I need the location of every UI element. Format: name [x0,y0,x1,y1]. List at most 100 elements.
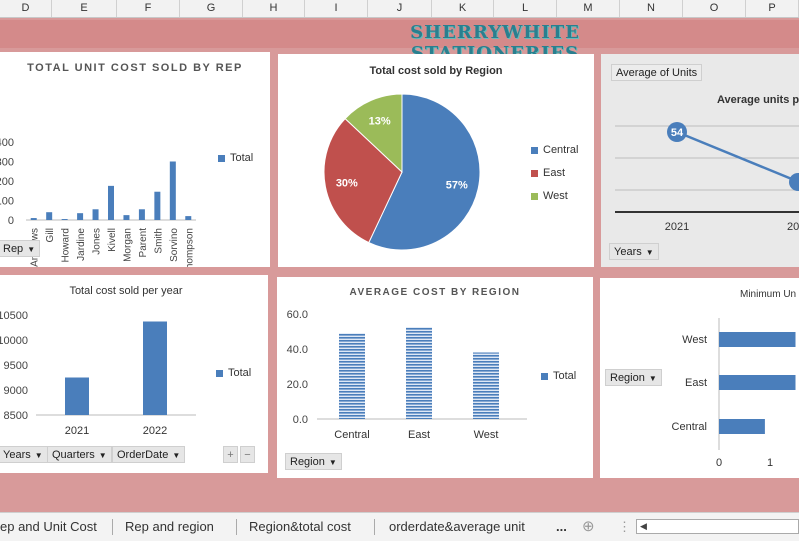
panel-title: AVERAGE COST BY REGION [349,287,521,298]
filter-label: OrderDate [117,449,169,461]
column-header-k[interactable]: K [432,0,494,17]
x-tick-label: Jones [92,228,103,255]
column-header-g[interactable]: G [180,0,243,17]
filter-label: Years [614,246,642,258]
column-header-o[interactable]: O [683,0,746,17]
panel-average-units[interactable]: Average of Units Average units p 54 2021 2… [601,54,799,267]
column-header-h[interactable]: H [243,0,305,17]
data-point-2021 [667,122,687,142]
y-tick-label: 40.0 [287,344,308,356]
x-tick-label: Jardine [76,228,87,261]
column-header-e[interactable]: E [52,0,117,17]
legend-west: West [531,190,568,202]
filter-label: Quarters [52,449,95,461]
panel-cost-by-region[interactable]: Total cost sold by Region 57% 30% 13% Cent… [278,54,594,267]
panel-average-cost-by-region[interactable]: AVERAGE COST BY REGION 0.0 20.0 40.0 60.0 Ce… [277,277,593,478]
tab-rep-and-unit-cost[interactable]: ep and Unit Cost [0,519,97,534]
rep-filter-button[interactable]: Rep ▼ [0,240,41,257]
bar-morgan [123,215,130,220]
tab-orderdate-average-unit[interactable]: orderdate&average unit [389,519,525,534]
bar-jardine [77,213,84,220]
bar-thompson [185,216,192,220]
x-tick-label: Howard [61,228,72,262]
column-header-i[interactable]: I [305,0,368,17]
x-tick-label: Central [334,429,369,441]
panel-unit-cost-by-rep[interactable]: TOTAL UNIT COST SOLD BY REP 0 100 200 300 40… [0,52,270,267]
y-tick-label: 9500 [4,360,28,372]
y-tick-label: 60.0 [287,309,308,321]
bar-andrews [30,218,37,220]
y-tick-label: 300 [0,157,14,169]
tab-separator [112,519,113,535]
more-tabs-button[interactable]: ... [556,519,567,534]
dropdown-icon: ▼ [645,248,654,257]
collapse-button[interactable]: − [240,446,255,463]
y-tick-label: 200 [0,176,14,188]
y-tick-label: 10000 [0,335,28,347]
panel-cost-per-year[interactable]: Total cost sold per year 8500 9000 9500 100… [0,275,268,473]
expand-button[interactable]: + [223,446,238,463]
column-header-d[interactable]: D [0,0,52,17]
column-header-p[interactable]: P [746,0,799,17]
options-icon[interactable]: ⋮ [618,519,631,534]
y-tick-label: 0.0 [293,414,308,426]
x-tick-label: Kivell [107,228,118,252]
column-header-l[interactable]: L [494,0,557,17]
panel-title: TOTAL UNIT COST SOLD BY REP [27,62,243,74]
bar-parent [138,209,145,220]
legend: Total [218,152,253,164]
legend-swatch [218,154,225,162]
panel-minimum-units[interactable]: Minimum Un West East Central 0 1 Region ▼ [600,278,799,478]
column-header-m[interactable]: M [557,0,620,17]
x-tick-label: East [408,429,430,441]
x-tick-label: 20 [787,221,799,233]
min-units-bar-chart: West East Central 0 1 [672,318,796,469]
pie-data-label: 57% [446,179,468,191]
column-header-j[interactable]: J [368,0,432,17]
panel-title: Minimum Un [740,289,797,300]
x-tick-label: 0 [716,457,722,469]
add-sheet-icon[interactable]: ⊕ [582,518,595,535]
panel-title: Average units p [717,94,799,106]
x-tick-label: Sorvino [169,228,180,262]
horizontal-scrollbar[interactable]: ◀ [636,519,799,534]
avg-cost-bar-chart: 0.0 20.0 40.0 60.0 Central East West [287,309,527,441]
scroll-left-icon[interactable]: ◀ [640,521,647,531]
region-filter-button[interactable]: Region ▼ [285,453,342,470]
units-line-chart: 54 2021 20 [615,122,799,233]
years-filter-button[interactable]: Years ▼ [609,243,659,260]
legend-swatch [531,146,538,154]
legend-swatch [531,192,538,200]
average-of-units-button[interactable]: Average of Units [611,64,703,81]
tab-region-total-cost[interactable]: Region&total cost [249,519,351,534]
x-tick-label: 2022 [143,425,167,437]
bar-howard [61,219,68,220]
legend-label: East [543,167,566,179]
series-line [676,130,799,184]
legend: Total [216,367,251,379]
pie-slice-central [368,93,481,251]
years-filter-button[interactable]: Years ▼ [0,446,48,463]
column-header-n[interactable]: N [620,0,683,17]
x-tick-label: West [474,429,499,441]
tab-separator [374,519,375,535]
quarters-filter-button[interactable]: Quarters ▼ [47,446,112,463]
x-tick-label: 2021 [665,221,689,233]
x-tick-label: 1 [767,457,773,469]
tab-rep-and-region[interactable]: Rep and region [125,519,214,534]
bar-east [406,327,432,419]
y-tick-label: 20.0 [287,379,308,391]
y-tick-label: East [685,377,707,389]
legend-label: Total [228,367,252,379]
legend-label: Total [230,152,254,164]
region-filter-button[interactable]: Region ▼ [605,369,662,386]
column-header-f[interactable]: F [117,0,180,17]
legend-swatch [216,369,223,377]
x-tick-label: Parent [138,228,149,258]
dropdown-icon: ▼ [328,458,337,467]
orderdate-filter-button[interactable]: OrderDate ▼ [112,446,186,463]
y-tick-label: 100 [0,196,14,208]
data-point-label: 54 [671,127,684,139]
x-tick-label: Smith [153,228,164,254]
bar-central [719,419,765,434]
